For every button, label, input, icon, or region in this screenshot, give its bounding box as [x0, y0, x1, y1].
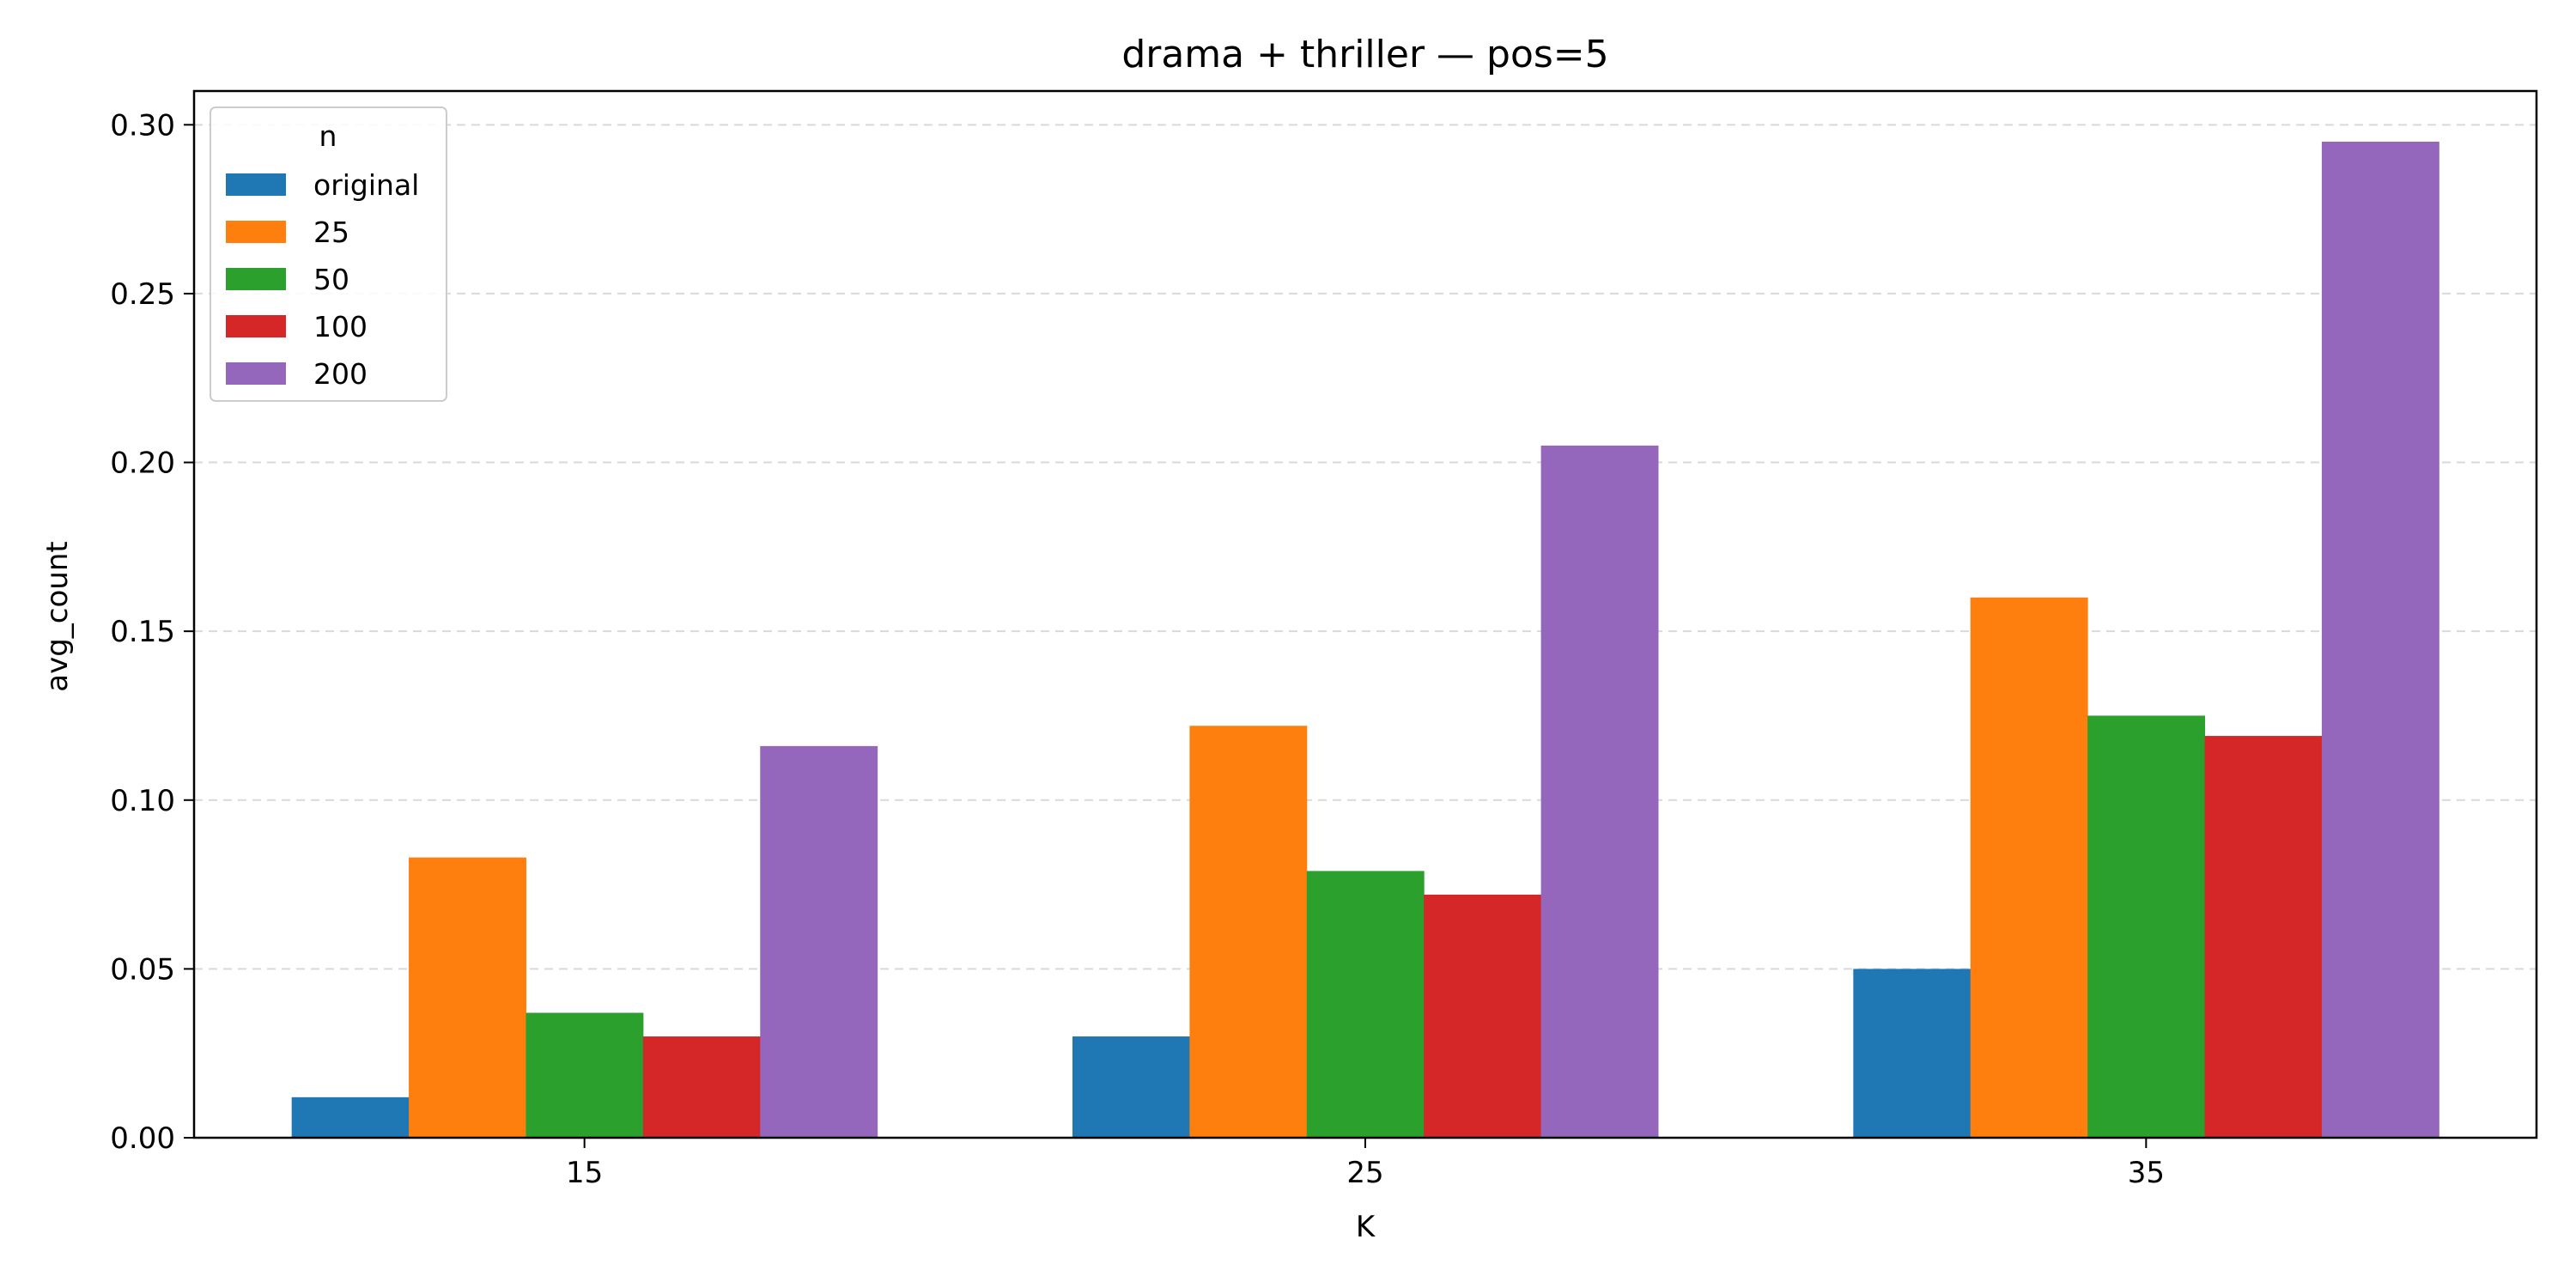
bar-50-15	[526, 1012, 644, 1138]
y-tick-label: 0.30	[110, 108, 175, 143]
legend-label-50: 50	[313, 263, 349, 296]
x-tick-label: 25	[1346, 1156, 1383, 1190]
y-tick-label: 0.00	[110, 1121, 175, 1156]
axes: 0.00 0.05 0.10 0.15 0.20 0.25 0.30 15 25 35	[110, 89, 2538, 1190]
legend-swatch-25	[226, 221, 286, 243]
legend-label-200: 200	[313, 357, 368, 391]
bar-100-15	[642, 1036, 761, 1138]
legend-swatch-50	[226, 268, 286, 290]
bar-50-35	[2087, 715, 2206, 1138]
legend: n original 25 50 100 200	[210, 106, 447, 402]
legend-swatch-100	[226, 315, 286, 337]
bar-100-25	[1424, 894, 1542, 1138]
legend-title: n	[319, 119, 337, 153]
plot-frame	[192, 89, 2538, 1139]
bar-25-35	[1970, 597, 2088, 1138]
legend-swatch-original	[226, 173, 286, 196]
bar-100-35	[2204, 736, 2323, 1138]
bar-original-15	[291, 1097, 410, 1138]
legend-swatch-200	[226, 362, 286, 385]
bar-25-15	[409, 857, 526, 1138]
y-tick-label: 0.15	[110, 615, 175, 649]
bar-original-25	[1072, 1036, 1190, 1138]
bar-200-25	[1540, 445, 1659, 1138]
bars	[291, 141, 2439, 1138]
bar-50-25	[1306, 871, 1425, 1138]
y-tick-label: 0.20	[110, 447, 175, 481]
bar-200-35	[2321, 141, 2439, 1138]
chart-title: drama + thriller — pos=5	[1121, 33, 1608, 76]
legend-label-25: 25	[313, 216, 349, 249]
y-tick-label: 0.05	[110, 952, 175, 987]
y-tick-label: 0.10	[110, 784, 175, 818]
x-axis-label: K	[1356, 1210, 1376, 1244]
bar-25-25	[1189, 726, 1308, 1138]
bar-200-15	[760, 745, 878, 1138]
x-tick-label: 35	[2128, 1156, 2165, 1190]
bar-original-35	[1853, 969, 1971, 1138]
y-axis-label: avg_count	[40, 541, 75, 691]
legend-label-100: 100	[313, 310, 368, 343]
x-tick-label: 15	[566, 1156, 603, 1190]
y-tick-label: 0.25	[110, 277, 175, 312]
legend-label-original: original	[313, 168, 419, 202]
